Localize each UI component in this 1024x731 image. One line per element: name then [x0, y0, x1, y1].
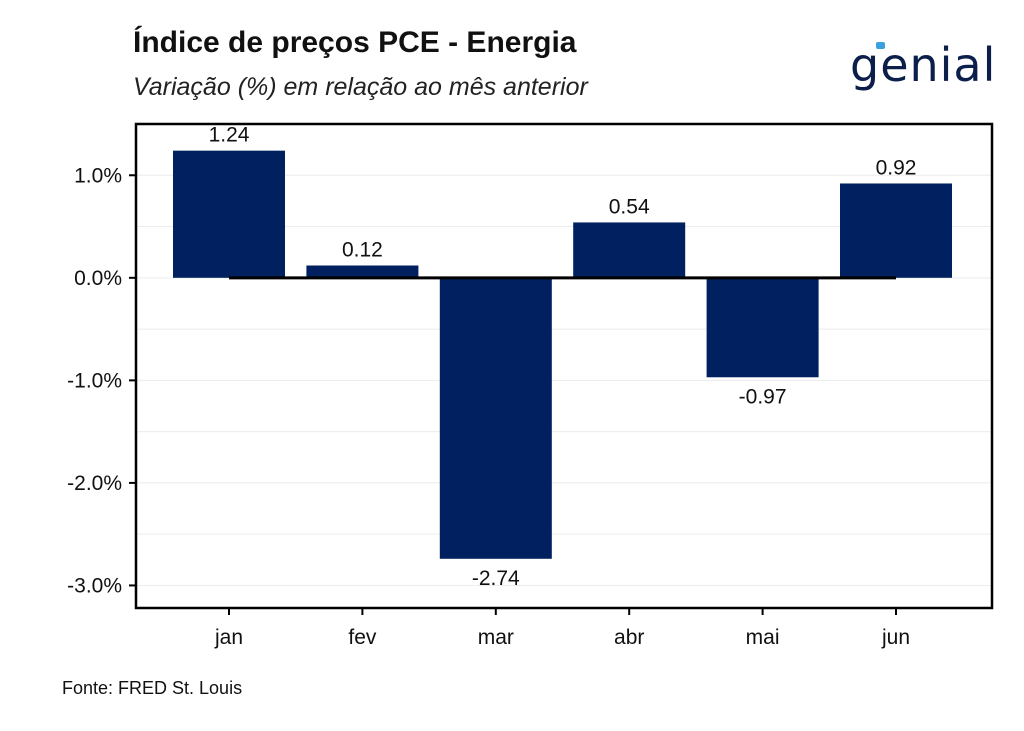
y-tick-label: 0.0% [74, 267, 122, 290]
x-tick-label: fev [348, 626, 377, 649]
data-label-mai: -0.97 [739, 385, 787, 408]
chart-subtitle: Variação (%) em relação ao mês anterior [133, 73, 588, 101]
x-tick-label: abr [614, 626, 644, 649]
logo-accent-icon [876, 42, 885, 49]
bar-jan [173, 150, 285, 278]
x-tick-label: mai [746, 626, 780, 649]
plot-frame [134, 122, 994, 610]
data-label-fev: 0.12 [342, 239, 383, 262]
y-tick-label: 1.0% [74, 164, 122, 187]
data-label-jun: 0.92 [876, 156, 917, 179]
bar-jun [840, 183, 952, 278]
x-tick-label: jan [214, 626, 243, 649]
axes: -3.0% -2.0% -1.0% 0.0% 1.0% jan fev mar abr mai ju… [67, 122, 994, 649]
data-label-mar: -2.74 [472, 567, 520, 590]
y-tick-label: -1.0% [67, 369, 122, 392]
y-tick-label: -3.0% [67, 574, 122, 597]
brand-logo: genial [850, 38, 997, 92]
data-label-jan: 1.24 [209, 124, 250, 147]
x-tick-label: mar [478, 626, 514, 649]
x-tick-label: jun [881, 626, 910, 649]
bar-mai [706, 277, 819, 378]
y-tick-label: -2.0% [67, 472, 122, 495]
bar-abr [573, 222, 686, 278]
chart-title: Índice de preços PCE - Energia [133, 26, 577, 59]
bars [173, 150, 952, 559]
bar-mar [439, 277, 552, 559]
data-label-abr: 0.54 [609, 195, 650, 218]
data-labels: 1.24 0.12 -2.74 0.54 -0.97 0.92 [209, 124, 917, 590]
bar-fev [306, 265, 419, 278]
source-note: Fonte: FRED St. Louis [62, 678, 243, 698]
